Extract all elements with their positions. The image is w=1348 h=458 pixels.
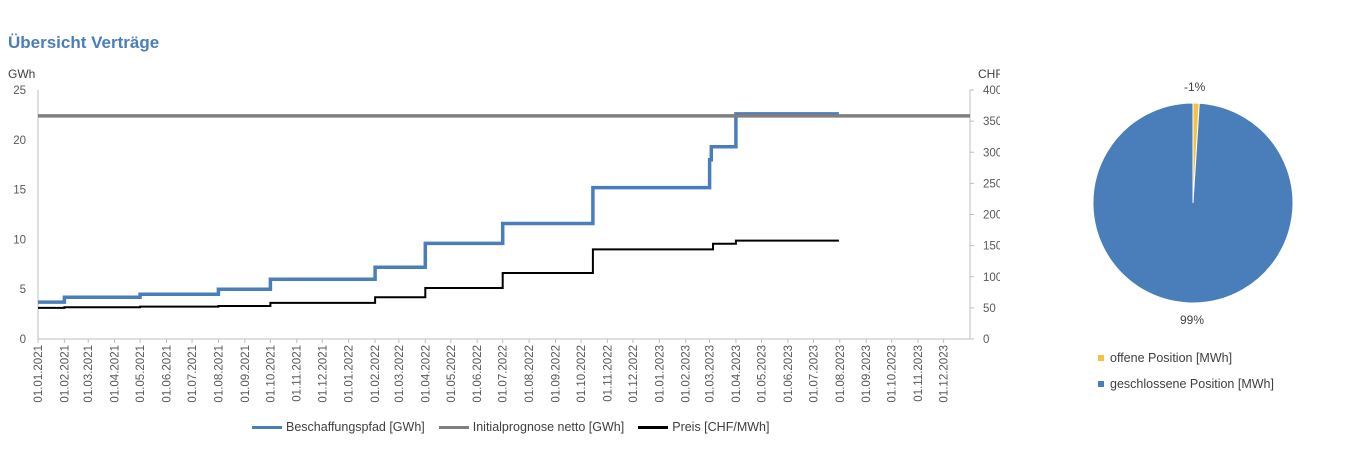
legend-item-preis: Preis [CHF/MWh] <box>638 420 769 434</box>
x-tick-label: 01.01.2023 <box>654 345 666 403</box>
legend-swatch-initialprognose <box>438 425 469 429</box>
y-tick-right: 400 <box>983 85 1000 97</box>
x-tick-label: 01.03.2023 <box>705 345 717 403</box>
pie-legend-label-geschlossene: geschlossene Position [MWh] <box>1110 377 1274 391</box>
x-tick-label: 01.11.2021 <box>292 345 304 402</box>
y-axis-left-label: GWh <box>8 67 35 81</box>
legend-label-preis: Preis [CHF/MWh] <box>672 420 770 434</box>
y-tick-right: 50 <box>983 303 996 315</box>
x-tick-label: 01.01.2021 <box>33 345 45 403</box>
x-tick-label: 01.07.2022 <box>498 345 510 403</box>
y-tick-right: 350 <box>983 116 1000 128</box>
y-tick-right: 250 <box>983 178 1000 190</box>
y-tick-right: 300 <box>983 147 1000 159</box>
x-tick-label: 01.03.2022 <box>394 345 406 403</box>
pie-legend-label-offene: offene Position [MWh] <box>1110 351 1233 365</box>
x-tick-label: 01.09.2021 <box>240 345 252 403</box>
x-tick-label: 01.10.2021 <box>265 345 277 403</box>
x-tick-label: 01.12.2023 <box>939 345 951 403</box>
pie-legend-swatch-offene <box>1098 355 1104 361</box>
x-tick-label: 01.06.2021 <box>162 345 174 403</box>
legend-item-beschaffungspfad: Beschaffungspfad [GWh] <box>252 420 425 434</box>
legend-label-initialprognose: Initialprognose netto [GWh] <box>472 420 625 434</box>
y-tick-left: 15 <box>13 185 26 197</box>
x-tick-label: 01.12.2021 <box>317 345 329 403</box>
x-tick-label: 01.05.2023 <box>756 345 768 403</box>
pie-label-geschlossene: 99% <box>1180 313 1205 327</box>
page-title: Übersicht Verträge <box>8 33 160 52</box>
x-tick-label: 01.08.2021 <box>213 345 225 403</box>
y-tick-right: 0 <box>983 334 989 346</box>
x-tick-label: 01.02.2022 <box>370 345 382 403</box>
x-tick-label: 01.09.2023 <box>861 345 873 403</box>
y-tick-left: 0 <box>20 334 26 346</box>
x-tick-label: 01.04.2021 <box>110 345 122 403</box>
x-tick-label: 01.07.2023 <box>808 345 820 403</box>
legend-label-beschaffungspfad: Beschaffungspfad [GWh] <box>286 420 425 434</box>
x-tick-label: 01.06.2023 <box>783 345 795 403</box>
x-tick-label: 01.01.2022 <box>344 345 356 403</box>
x-tick-label: 01.02.2023 <box>681 345 693 403</box>
x-tick-label: 01.08.2022 <box>524 345 536 403</box>
y-tick-left: 5 <box>20 284 26 296</box>
chart-legend: Beschaffungspfad [GWh] Initialprognose n… <box>252 420 769 434</box>
x-tick-label: 01.05.2021 <box>135 345 147 403</box>
x-tick-label: 01.04.2022 <box>420 345 432 403</box>
x-tick-label: 01.11.2023 <box>913 345 925 402</box>
x-tick-label: 01.11.2022 <box>602 345 614 402</box>
x-tick-label: 01.07.2021 <box>187 345 199 403</box>
y-tick-right: 100 <box>983 272 1000 284</box>
x-tick-label: 01.10.2022 <box>576 345 588 403</box>
x-tick-label: 01.08.2023 <box>835 345 847 403</box>
y-tick-left: 25 <box>13 85 26 97</box>
x-tick-label: 01.09.2022 <box>550 345 562 403</box>
y-tick-left: 10 <box>13 234 26 246</box>
x-tick-label: 01.02.2021 <box>59 345 71 403</box>
x-tick-label: 01.06.2022 <box>472 345 484 403</box>
line-chart: GWhCHF/MWh051015202505010015020025030035… <box>8 67 1000 403</box>
pie-chart <box>1092 102 1294 304</box>
x-tick-label: 01.10.2023 <box>887 345 899 403</box>
pie-slice-1 <box>1092 102 1294 304</box>
y-tick-right: 150 <box>983 241 1000 253</box>
y-axis-right-label: CHF/MWh <box>978 67 1000 81</box>
pie-label-offene: -1% <box>1184 80 1206 94</box>
x-tick-label: 01.05.2022 <box>446 345 458 403</box>
x-tick-label: 01.12.2022 <box>628 345 640 403</box>
series-line-2 <box>38 239 839 309</box>
y-tick-right: 200 <box>983 210 1000 222</box>
pie-legend-swatch-geschlossene <box>1098 381 1104 387</box>
pie-legend-item-geschlossene: geschlossene Position [MWh] <box>1098 371 1274 397</box>
x-tick-label: 01.04.2023 <box>731 345 743 403</box>
x-tick-label: 01.03.2021 <box>83 345 95 403</box>
pie-legend-item-offene: offene Position [MWh] <box>1098 345 1274 371</box>
legend-swatch-preis <box>638 425 669 429</box>
y-tick-left: 20 <box>13 135 26 147</box>
legend-swatch-beschaffungspfad <box>252 425 282 429</box>
legend-item-initialprognose: Initialprognose netto [GWh] <box>438 420 625 434</box>
pie-legend: offene Position [MWh] geschlossene Posit… <box>1098 345 1274 397</box>
series-line-0 <box>38 112 839 304</box>
